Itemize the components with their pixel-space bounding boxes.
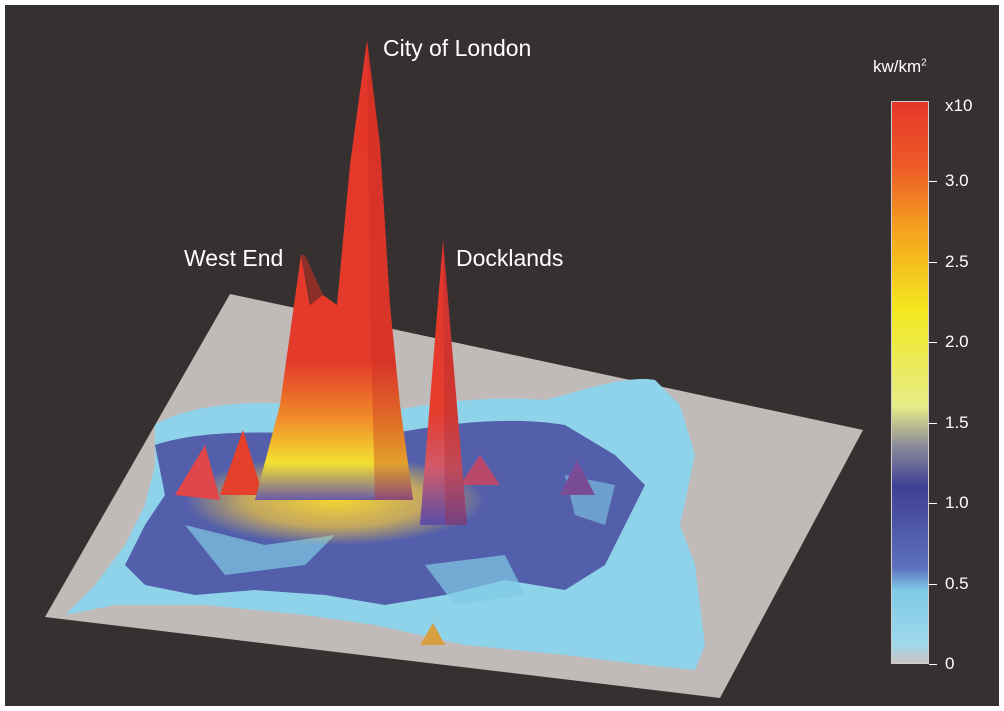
colorbar-tick — [929, 261, 937, 263]
peak-west-end — [255, 40, 413, 500]
minor-peak — [560, 460, 595, 495]
colorbar-tick — [929, 583, 937, 585]
peak-docklands — [420, 240, 467, 525]
minor-peak — [420, 623, 445, 645]
density-surface — [45, 40, 863, 698]
colorbar-tick — [929, 342, 937, 344]
colorbar-tick — [929, 181, 937, 183]
colorbar-tick-label: 2.5 — [945, 251, 969, 271]
label-docklands: Docklands — [456, 245, 564, 271]
minor-peak — [460, 455, 500, 485]
colorbar-tick — [929, 422, 937, 424]
colorbar-tick-label: 0.5 — [945, 573, 969, 593]
colorbar-tick — [929, 664, 937, 665]
label-west-end: West End — [184, 245, 284, 271]
colorbar-multiplier: x10 — [945, 96, 973, 115]
minor-peak — [220, 430, 263, 495]
colorbar-unit: kw/km2 — [873, 57, 927, 76]
colorbar-tick-label: 0 — [945, 654, 955, 673]
map-figure: City of London West End Docklands kw/km2… — [5, 5, 999, 706]
colorbar-tick — [929, 503, 937, 505]
colorbar-tick-label: 2.0 — [945, 332, 969, 352]
minor-peak — [175, 445, 220, 500]
colorbar-tick-label: 1.0 — [945, 493, 969, 513]
colorbar-tick-label: 3.0 — [945, 171, 969, 191]
label-city-of-london: City of London — [383, 35, 532, 61]
colorbar-tick-label: 1.5 — [945, 412, 969, 432]
colorbar — [891, 101, 929, 664]
